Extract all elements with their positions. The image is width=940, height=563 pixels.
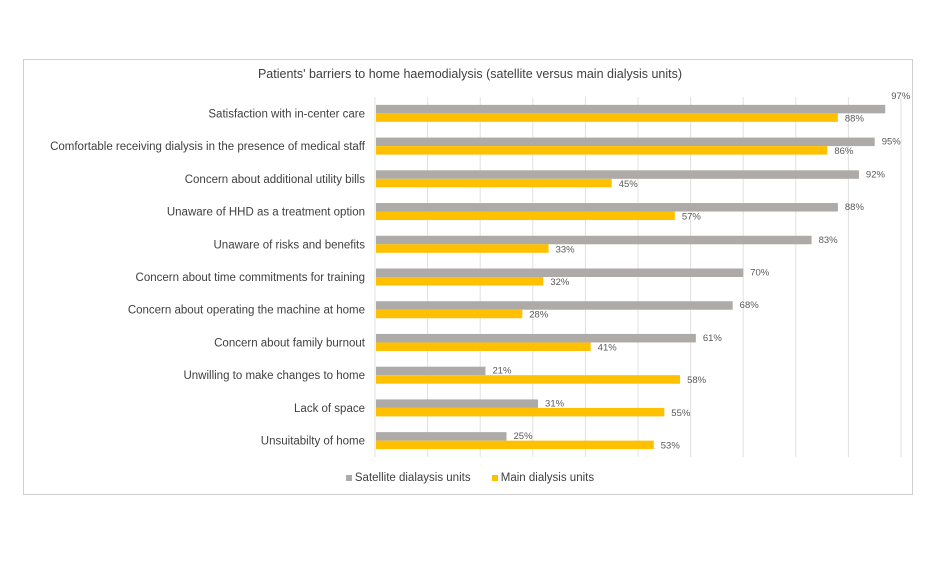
value-label-satellite: 92% bbox=[866, 169, 886, 180]
category-label: Unaware of risks and benefits bbox=[214, 239, 366, 251]
bar-main bbox=[376, 342, 591, 351]
legend: Satellite dialaysis units Main dialysis … bbox=[0, 472, 940, 484]
category-label: Concern about additional utility bills bbox=[185, 174, 366, 186]
bar-satellite bbox=[376, 432, 507, 441]
category-labels: Satisfaction with in-center care Comforta… bbox=[50, 108, 366, 447]
value-label-main: 53% bbox=[661, 441, 681, 452]
legend-swatch-satellite bbox=[345, 475, 352, 481]
value-label-main: 41% bbox=[598, 342, 618, 353]
category-label: Concern about operating the machine at h… bbox=[128, 305, 365, 317]
value-label-satellite: 61% bbox=[703, 333, 723, 344]
category-label: Unaware of HHD as a treatment option bbox=[167, 207, 365, 219]
value-label-satellite: 83% bbox=[819, 235, 839, 246]
value-label-satellite: 95% bbox=[882, 137, 902, 148]
bar-satellite bbox=[376, 366, 486, 376]
value-label-satellite: 25% bbox=[514, 431, 534, 442]
category-label: Concern about family burnout bbox=[214, 337, 366, 349]
value-label-main: 45% bbox=[619, 179, 639, 190]
value-label-satellite: 68% bbox=[740, 300, 760, 311]
value-labels: 97% 88% 95% 86% 92% 45% 88% 57% 83% 33% 70% 32% 68% 2… bbox=[492, 91, 910, 452]
value-label-satellite: 31% bbox=[545, 398, 565, 409]
bar-satellite bbox=[376, 170, 859, 179]
value-label-main: 88% bbox=[845, 113, 865, 124]
bar-satellite bbox=[376, 268, 744, 277]
value-label-main: 28% bbox=[529, 310, 549, 321]
legend-label-satellite: Satellite dialaysis units bbox=[354, 472, 471, 484]
legend-item-main: Main dialysis units bbox=[491, 472, 595, 484]
category-label: Satisfaction with in-center care bbox=[208, 108, 365, 120]
bar-satellite bbox=[376, 235, 812, 245]
bar-main bbox=[376, 113, 838, 122]
bars bbox=[376, 104, 886, 450]
bar-satellite bbox=[376, 203, 838, 212]
bar-main bbox=[376, 277, 544, 286]
bar-satellite bbox=[376, 301, 733, 310]
legend-item-satellite: Satellite dialaysis units bbox=[345, 472, 471, 484]
bar-main bbox=[376, 407, 665, 417]
value-label-main: 57% bbox=[682, 212, 702, 223]
bar-main bbox=[376, 244, 549, 253]
bar-main bbox=[376, 309, 523, 319]
bar-satellite bbox=[376, 399, 539, 408]
chart-title: Patients' barriers to home haemodialysis… bbox=[257, 67, 683, 81]
value-label-satellite: 97% bbox=[891, 91, 911, 102]
bar-main bbox=[376, 440, 654, 450]
value-label-main: 32% bbox=[550, 277, 570, 288]
category-label: Unsuitabilty of home bbox=[261, 436, 365, 448]
bar-main bbox=[376, 211, 675, 221]
value-label-main: 86% bbox=[834, 146, 854, 157]
legend-label-main: Main dialysis units bbox=[500, 472, 595, 484]
value-label-main: 33% bbox=[556, 244, 576, 255]
bar-satellite bbox=[376, 137, 875, 147]
bar-satellite bbox=[376, 333, 696, 343]
value-label-satellite: 88% bbox=[845, 202, 865, 213]
chart-frame bbox=[23, 59, 913, 495]
value-label-main: 58% bbox=[687, 375, 707, 386]
bar-main bbox=[376, 146, 828, 155]
value-label-main: 55% bbox=[671, 408, 691, 419]
category-label: Comfortable receiving dialysis in the pr… bbox=[50, 141, 366, 153]
bar-main bbox=[376, 178, 612, 188]
bar-main bbox=[376, 375, 681, 384]
category-label: Concern about time commitments for train… bbox=[136, 272, 365, 284]
value-label-satellite: 21% bbox=[492, 366, 512, 377]
bar-satellite bbox=[376, 104, 886, 114]
category-label: Lack of space bbox=[294, 403, 365, 415]
legend-swatch-main bbox=[491, 475, 498, 481]
category-label: Unwilling to make changes to home bbox=[183, 370, 365, 382]
value-label-satellite: 70% bbox=[750, 268, 770, 279]
